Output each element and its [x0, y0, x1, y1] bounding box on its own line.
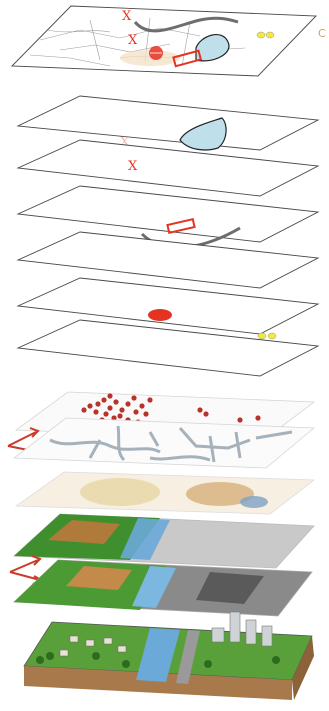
- yellow-dots-layer: [16, 319, 320, 377]
- scatter-point: [203, 411, 209, 417]
- yellow-dot: [267, 332, 277, 340]
- red-point: [148, 309, 172, 321]
- composite-x-mark: X: [122, 9, 132, 24]
- terrain-trees: [36, 652, 280, 668]
- street-network-layer: [12, 417, 316, 469]
- x-mark: X: [128, 159, 138, 174]
- scatter-point: [237, 417, 243, 423]
- scatter-point: [139, 403, 145, 409]
- composite-road-line: [133, 16, 239, 33]
- elevation-layer: [13, 559, 313, 617]
- scatter-point: [81, 407, 87, 413]
- x-mark-layer: X: [16, 139, 320, 197]
- scatter-point: [255, 415, 261, 421]
- scatter-point: [143, 411, 149, 417]
- composite-soil-patch: [120, 50, 180, 66]
- scatter-point: [113, 399, 119, 405]
- landcover-layer: [13, 513, 315, 569]
- composite-yellow-dot: [265, 31, 275, 39]
- scatter-point: [93, 409, 99, 415]
- edge-stamp: C: [318, 27, 326, 40]
- red-rectangle: [166, 217, 196, 235]
- composite-yellow-dot: [256, 31, 266, 39]
- scatter-point: [87, 403, 93, 409]
- scatter-point: [133, 409, 139, 415]
- scatter-point: [95, 401, 101, 407]
- scatter-point: [119, 407, 125, 413]
- red-point-layer: [16, 277, 320, 335]
- real-world-terrain: [23, 611, 314, 700]
- yellow-dot: [257, 332, 267, 340]
- empty-layer: [16, 231, 320, 289]
- ghost-x-mark: X: [120, 135, 130, 150]
- rectangle-road-layer: [16, 185, 320, 250]
- composite-polygon: [195, 33, 230, 62]
- scatter-point: [197, 407, 203, 413]
- terrain-houses: [59, 635, 127, 657]
- composite-map-layer: X X: [10, 5, 318, 77]
- scatter-point: [131, 395, 137, 401]
- soils-layer: [14, 471, 316, 515]
- scatter-point: [125, 401, 131, 407]
- scatter-point: [117, 413, 123, 419]
- terrain-buildings: [211, 611, 273, 647]
- double-arrow-icon: [9, 555, 44, 585]
- scatter-point: [103, 411, 109, 417]
- scatter-point: [101, 397, 107, 403]
- scatter-point: [107, 393, 113, 399]
- composite-x-mark: X: [128, 33, 138, 48]
- scatter-point: [111, 415, 117, 421]
- composite-red-rectangle: [172, 49, 203, 68]
- polygon-layer: [16, 95, 320, 151]
- scatter-point: [107, 405, 113, 411]
- scatter-point: [147, 397, 153, 403]
- polygon-feature: [179, 117, 227, 151]
